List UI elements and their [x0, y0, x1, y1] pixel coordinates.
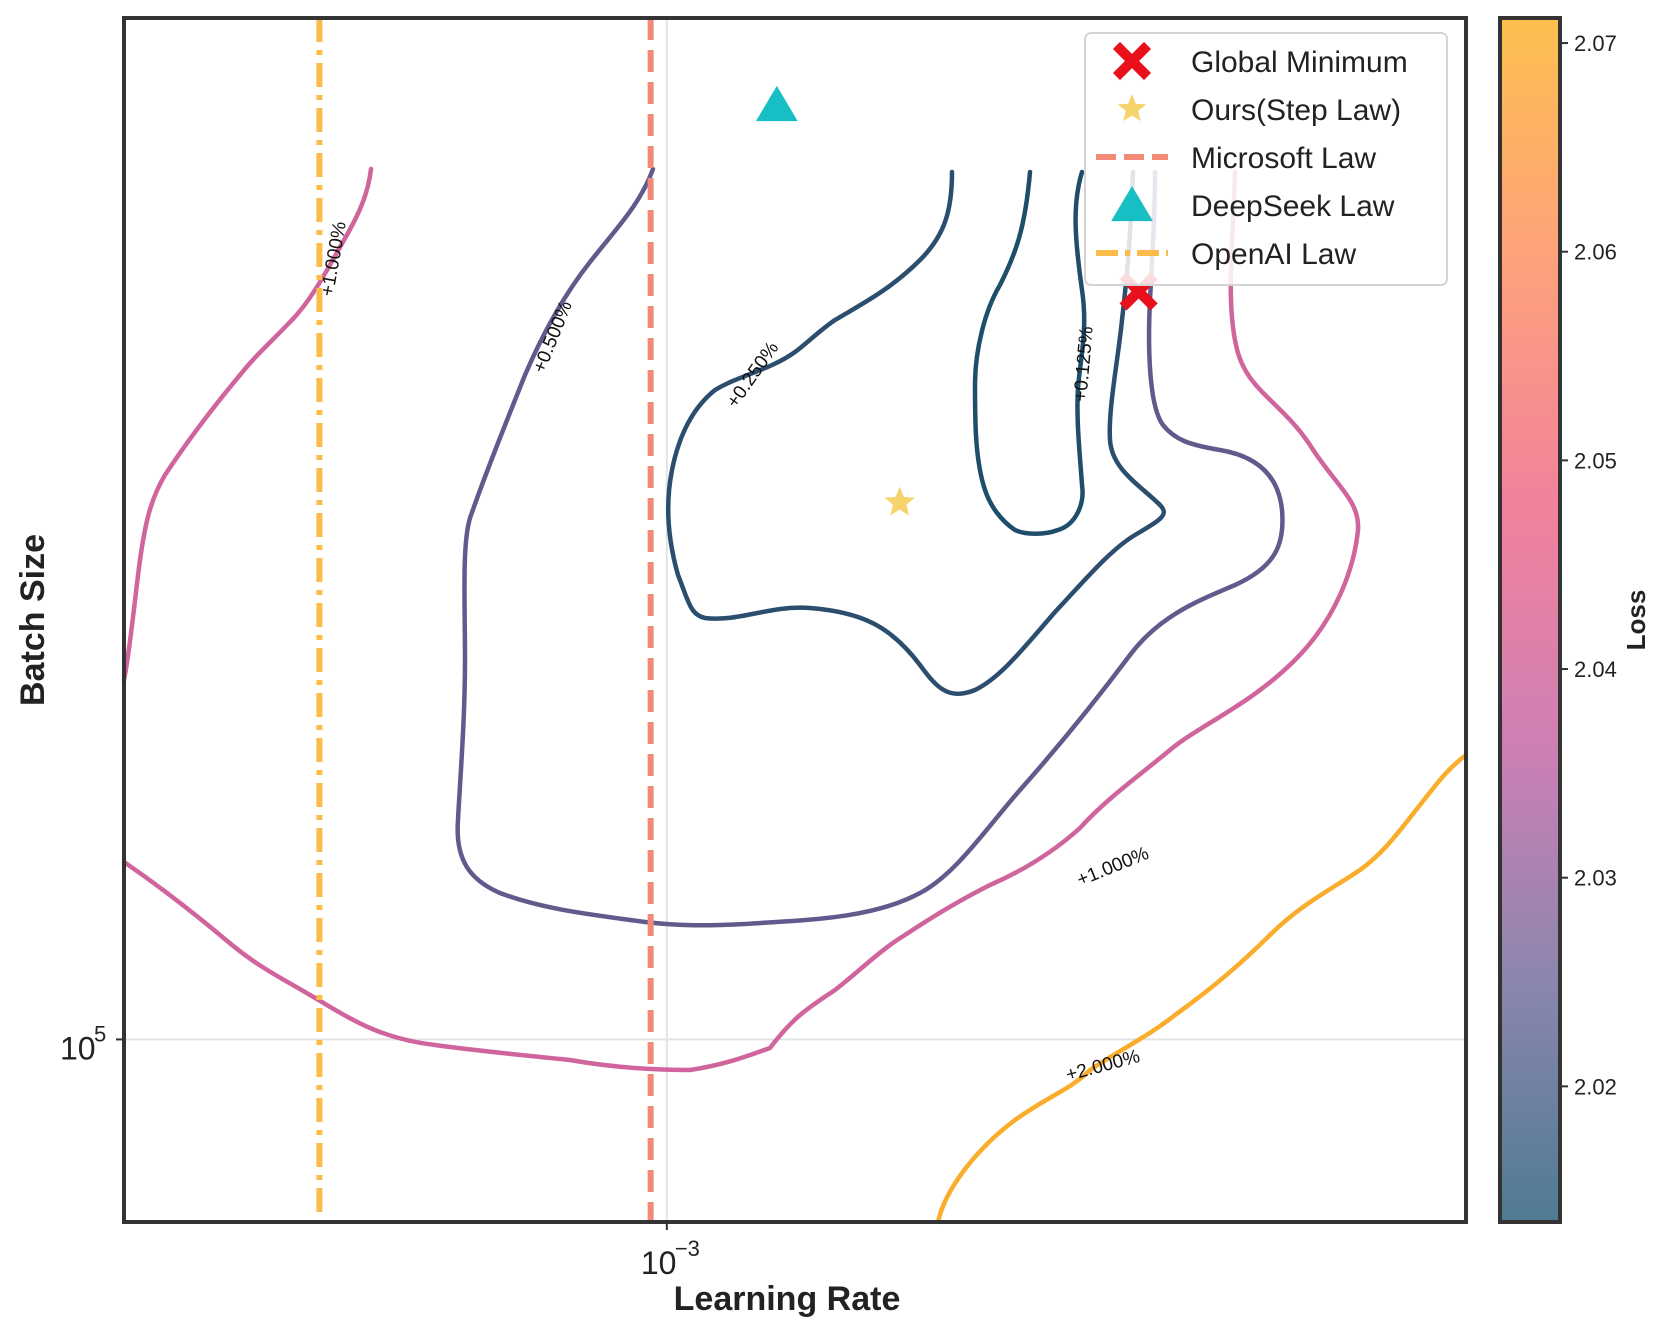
contour-line: [455, 166, 1285, 928]
y-tick-label: 10: [60, 1030, 96, 1066]
x-tick-label: 10: [641, 1245, 677, 1281]
deepseek-law-point: [755, 85, 798, 122]
contour-label: +0.500%: [529, 298, 577, 376]
y-axis-label: Batch Size: [14, 534, 52, 706]
y-tick-exponent: 5: [94, 1021, 106, 1046]
legend-label: Microsoft Law: [1191, 142, 1376, 175]
contour-line: [121, 166, 1361, 1073]
legend-label: DeepSeek Law: [1191, 190, 1395, 223]
contour-label: +0.125%: [1070, 325, 1098, 402]
colorbar-tick-label: 2.06: [1574, 240, 1617, 265]
colorbar: 2.02 2.03 2.04 2.05 2.06 2.07 Loss: [1498, 16, 1651, 1224]
contour-label: +2.000%: [1064, 1046, 1142, 1086]
legend: Global Minimum Ours(Step Law) Microsoft La…: [1084, 32, 1448, 286]
contour-label: +1.000%: [1074, 843, 1152, 891]
contour-line: [665, 169, 1167, 697]
plot-frame: [122, 16, 1468, 1224]
legend-item: OpenAI Law: [1096, 238, 1356, 271]
colorbar-tick-label: 2.03: [1574, 866, 1617, 891]
legend-label: Global Minimum: [1191, 46, 1408, 79]
contour-label: +0.250%: [723, 338, 784, 412]
grid: [124, 18, 1466, 1222]
x-stroke: [1112, 41, 1152, 81]
legend-label: Ours(Step Law): [1191, 94, 1401, 127]
step-law-point: [884, 486, 915, 516]
legend-x-icon: [1112, 41, 1152, 81]
reference-lines: [316, 18, 654, 1222]
contour-line: [972, 169, 1087, 536]
legend-star-icon: [1117, 94, 1147, 122]
contour-line: [935, 752, 1469, 1225]
legend-label: OpenAI Law: [1191, 238, 1356, 271]
contour-labels: +0.125%+0.250%+0.500%+1.000%+1.000%+2.00…: [317, 220, 1152, 1086]
legend-item: DeepSeek Law: [1111, 186, 1395, 223]
contour-lines: [121, 166, 1469, 1225]
legend-triangle-icon: [1111, 186, 1153, 222]
colorbar-tick-label: 2.05: [1574, 448, 1617, 473]
colorbar-label: Loss: [1621, 590, 1651, 651]
colorbar-tick-label: 2.02: [1574, 1074, 1617, 1099]
x-axis-label: Learning Rate: [674, 1280, 901, 1318]
legend-item: Global Minimum: [1112, 41, 1408, 81]
colorbar-tick-label: 2.04: [1574, 657, 1617, 682]
legend-item: Ours(Step Law): [1117, 94, 1401, 127]
x-tick-exponent: −3: [675, 1236, 700, 1261]
legend-box: [1084, 32, 1448, 286]
legend-item: Microsoft Law: [1096, 142, 1376, 175]
colorbar-tick-label: 2.07: [1574, 31, 1617, 56]
colorbar-gradient: [1498, 16, 1562, 1224]
